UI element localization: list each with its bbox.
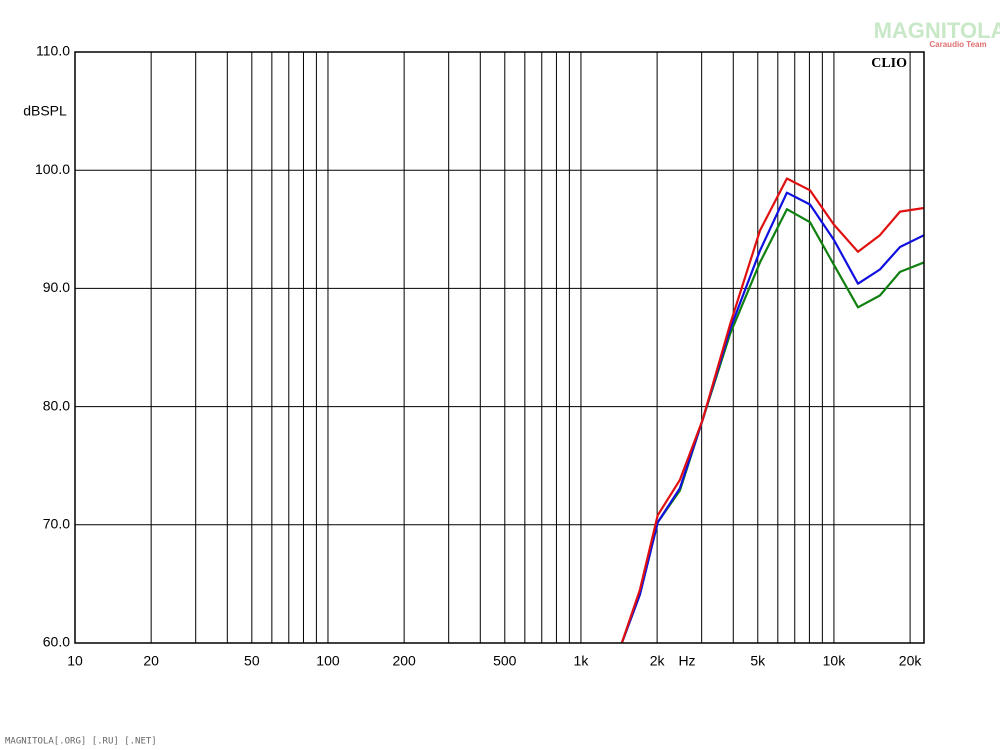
- x-tick-label: 1k: [574, 653, 590, 669]
- plot-border: [74, 51, 925, 644]
- x-tick-label: 200: [392, 653, 416, 669]
- series-group: [620, 177, 924, 643]
- y-tick-label: 70.0: [43, 516, 70, 532]
- footer: MAGNITOLA[.ORG] [.RU] [.NET]: [5, 737, 157, 747]
- x-axis-label: Hz: [678, 653, 695, 669]
- y-tick-label: 60.0: [43, 634, 70, 650]
- watermark-sub: Caraudio Team: [929, 40, 986, 49]
- x-tick-label: 5k: [750, 653, 766, 669]
- series-line: [620, 177, 924, 643]
- y-tick-label: 100.0: [35, 161, 70, 177]
- brand: CLIO: [871, 56, 907, 71]
- watermark: MAGNITOLA: [874, 18, 1000, 43]
- x-tick-label: 10k: [823, 653, 847, 669]
- x-tick-label: 500: [493, 653, 517, 669]
- y-axis-label: dBSPL: [23, 103, 67, 119]
- y-tick-label: 110.0: [36, 43, 70, 59]
- x-tick-label: 20: [143, 653, 159, 669]
- x-tick-label: 20k: [899, 653, 923, 669]
- x-tick-label: 2k: [650, 653, 666, 669]
- y-tick-label: 80.0: [43, 397, 70, 413]
- series-line: [620, 191, 924, 643]
- y-tick-label: 90.0: [43, 279, 70, 295]
- x-tick-label: 50: [244, 653, 260, 669]
- x-tick-label: 10: [67, 653, 83, 669]
- x-tick-label: 100: [316, 653, 340, 669]
